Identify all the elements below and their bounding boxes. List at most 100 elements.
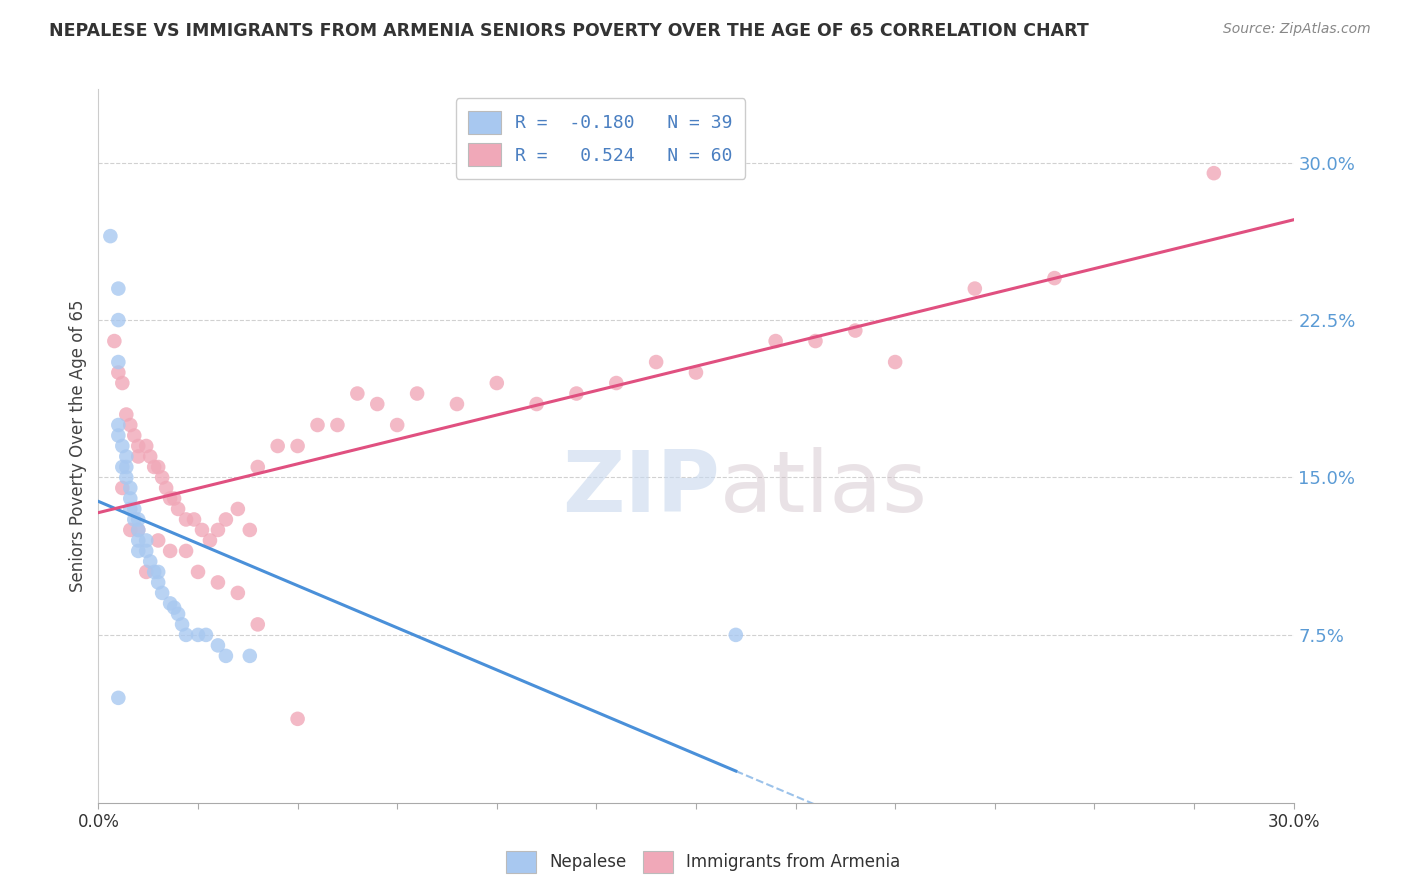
- Point: [135, 565, 157, 579]
- Point: [191, 523, 214, 537]
- Point: [195, 628, 218, 642]
- Point: [139, 450, 162, 464]
- Point: [226, 586, 249, 600]
- Point: [346, 386, 368, 401]
- Point: [143, 460, 166, 475]
- Point: [148, 533, 170, 548]
- Point: [103, 334, 125, 348]
- Point: [159, 544, 181, 558]
- Point: [148, 575, 170, 590]
- Point: [107, 313, 129, 327]
- Point: [187, 565, 209, 579]
- Point: [215, 512, 238, 526]
- Point: [174, 512, 197, 526]
- Point: [98, 229, 122, 244]
- Point: [150, 470, 173, 484]
- Point: [150, 586, 173, 600]
- Point: [163, 600, 186, 615]
- Point: [406, 386, 429, 401]
- Point: [307, 417, 329, 432]
- Point: [605, 376, 627, 390]
- Point: [446, 397, 468, 411]
- Point: [246, 460, 269, 475]
- Point: [143, 565, 166, 579]
- Point: [120, 502, 142, 516]
- Point: [107, 690, 129, 705]
- Point: [226, 502, 249, 516]
- Point: [127, 439, 149, 453]
- Point: [207, 639, 229, 653]
- Y-axis label: Seniors Poverty Over the Age of 65: Seniors Poverty Over the Age of 65: [69, 300, 87, 592]
- Point: [1202, 166, 1225, 180]
- Point: [963, 282, 986, 296]
- Point: [139, 554, 162, 568]
- Point: [111, 439, 134, 453]
- Point: [148, 565, 170, 579]
- Point: [127, 533, 149, 548]
- Point: [135, 439, 157, 453]
- Point: [135, 533, 157, 548]
- Point: [127, 544, 149, 558]
- Point: [124, 512, 146, 526]
- Point: [163, 491, 186, 506]
- Point: [366, 397, 388, 411]
- Point: [148, 460, 170, 475]
- Point: [174, 628, 197, 642]
- Point: [385, 417, 409, 432]
- Point: [207, 575, 229, 590]
- Point: [198, 533, 221, 548]
- Point: [127, 523, 149, 537]
- Point: [107, 417, 129, 432]
- Point: [155, 481, 177, 495]
- Point: [159, 491, 181, 506]
- Point: [127, 512, 149, 526]
- Point: [107, 355, 129, 369]
- Point: [844, 324, 866, 338]
- Point: [127, 450, 149, 464]
- Point: [111, 460, 134, 475]
- Point: [287, 712, 309, 726]
- Point: [565, 386, 588, 401]
- Point: [115, 460, 138, 475]
- Point: [207, 523, 229, 537]
- Legend: Nepalese, Immigrants from Armenia: Nepalese, Immigrants from Armenia: [499, 845, 907, 880]
- Point: [239, 648, 262, 663]
- Point: [124, 428, 146, 442]
- Point: [485, 376, 508, 390]
- Point: [174, 544, 197, 558]
- Point: [111, 376, 134, 390]
- Point: [183, 512, 205, 526]
- Point: [107, 282, 129, 296]
- Point: [135, 544, 157, 558]
- Point: [120, 417, 142, 432]
- Point: [187, 628, 209, 642]
- Point: [120, 523, 142, 537]
- Point: [124, 502, 146, 516]
- Point: [120, 481, 142, 495]
- Point: [115, 408, 138, 422]
- Point: [111, 481, 134, 495]
- Point: [120, 491, 142, 506]
- Point: [287, 439, 309, 453]
- Point: [645, 355, 668, 369]
- Text: atlas: atlas: [720, 447, 928, 531]
- Point: [127, 523, 149, 537]
- Legend: R =  -0.180   N = 39, R =   0.524   N = 60: R = -0.180 N = 39, R = 0.524 N = 60: [456, 98, 745, 179]
- Point: [167, 607, 190, 621]
- Point: [685, 366, 707, 380]
- Point: [215, 648, 238, 663]
- Text: NEPALESE VS IMMIGRANTS FROM ARMENIA SENIORS POVERTY OVER THE AGE OF 65 CORRELATI: NEPALESE VS IMMIGRANTS FROM ARMENIA SENI…: [49, 22, 1090, 40]
- Point: [115, 470, 138, 484]
- Point: [1043, 271, 1066, 285]
- Point: [326, 417, 349, 432]
- Point: [239, 523, 262, 537]
- Point: [246, 617, 269, 632]
- Point: [159, 596, 181, 610]
- Text: ZIP: ZIP: [562, 447, 720, 531]
- Point: [267, 439, 290, 453]
- Point: [804, 334, 827, 348]
- Point: [526, 397, 548, 411]
- Point: [115, 450, 138, 464]
- Text: Source: ZipAtlas.com: Source: ZipAtlas.com: [1223, 22, 1371, 37]
- Point: [107, 428, 129, 442]
